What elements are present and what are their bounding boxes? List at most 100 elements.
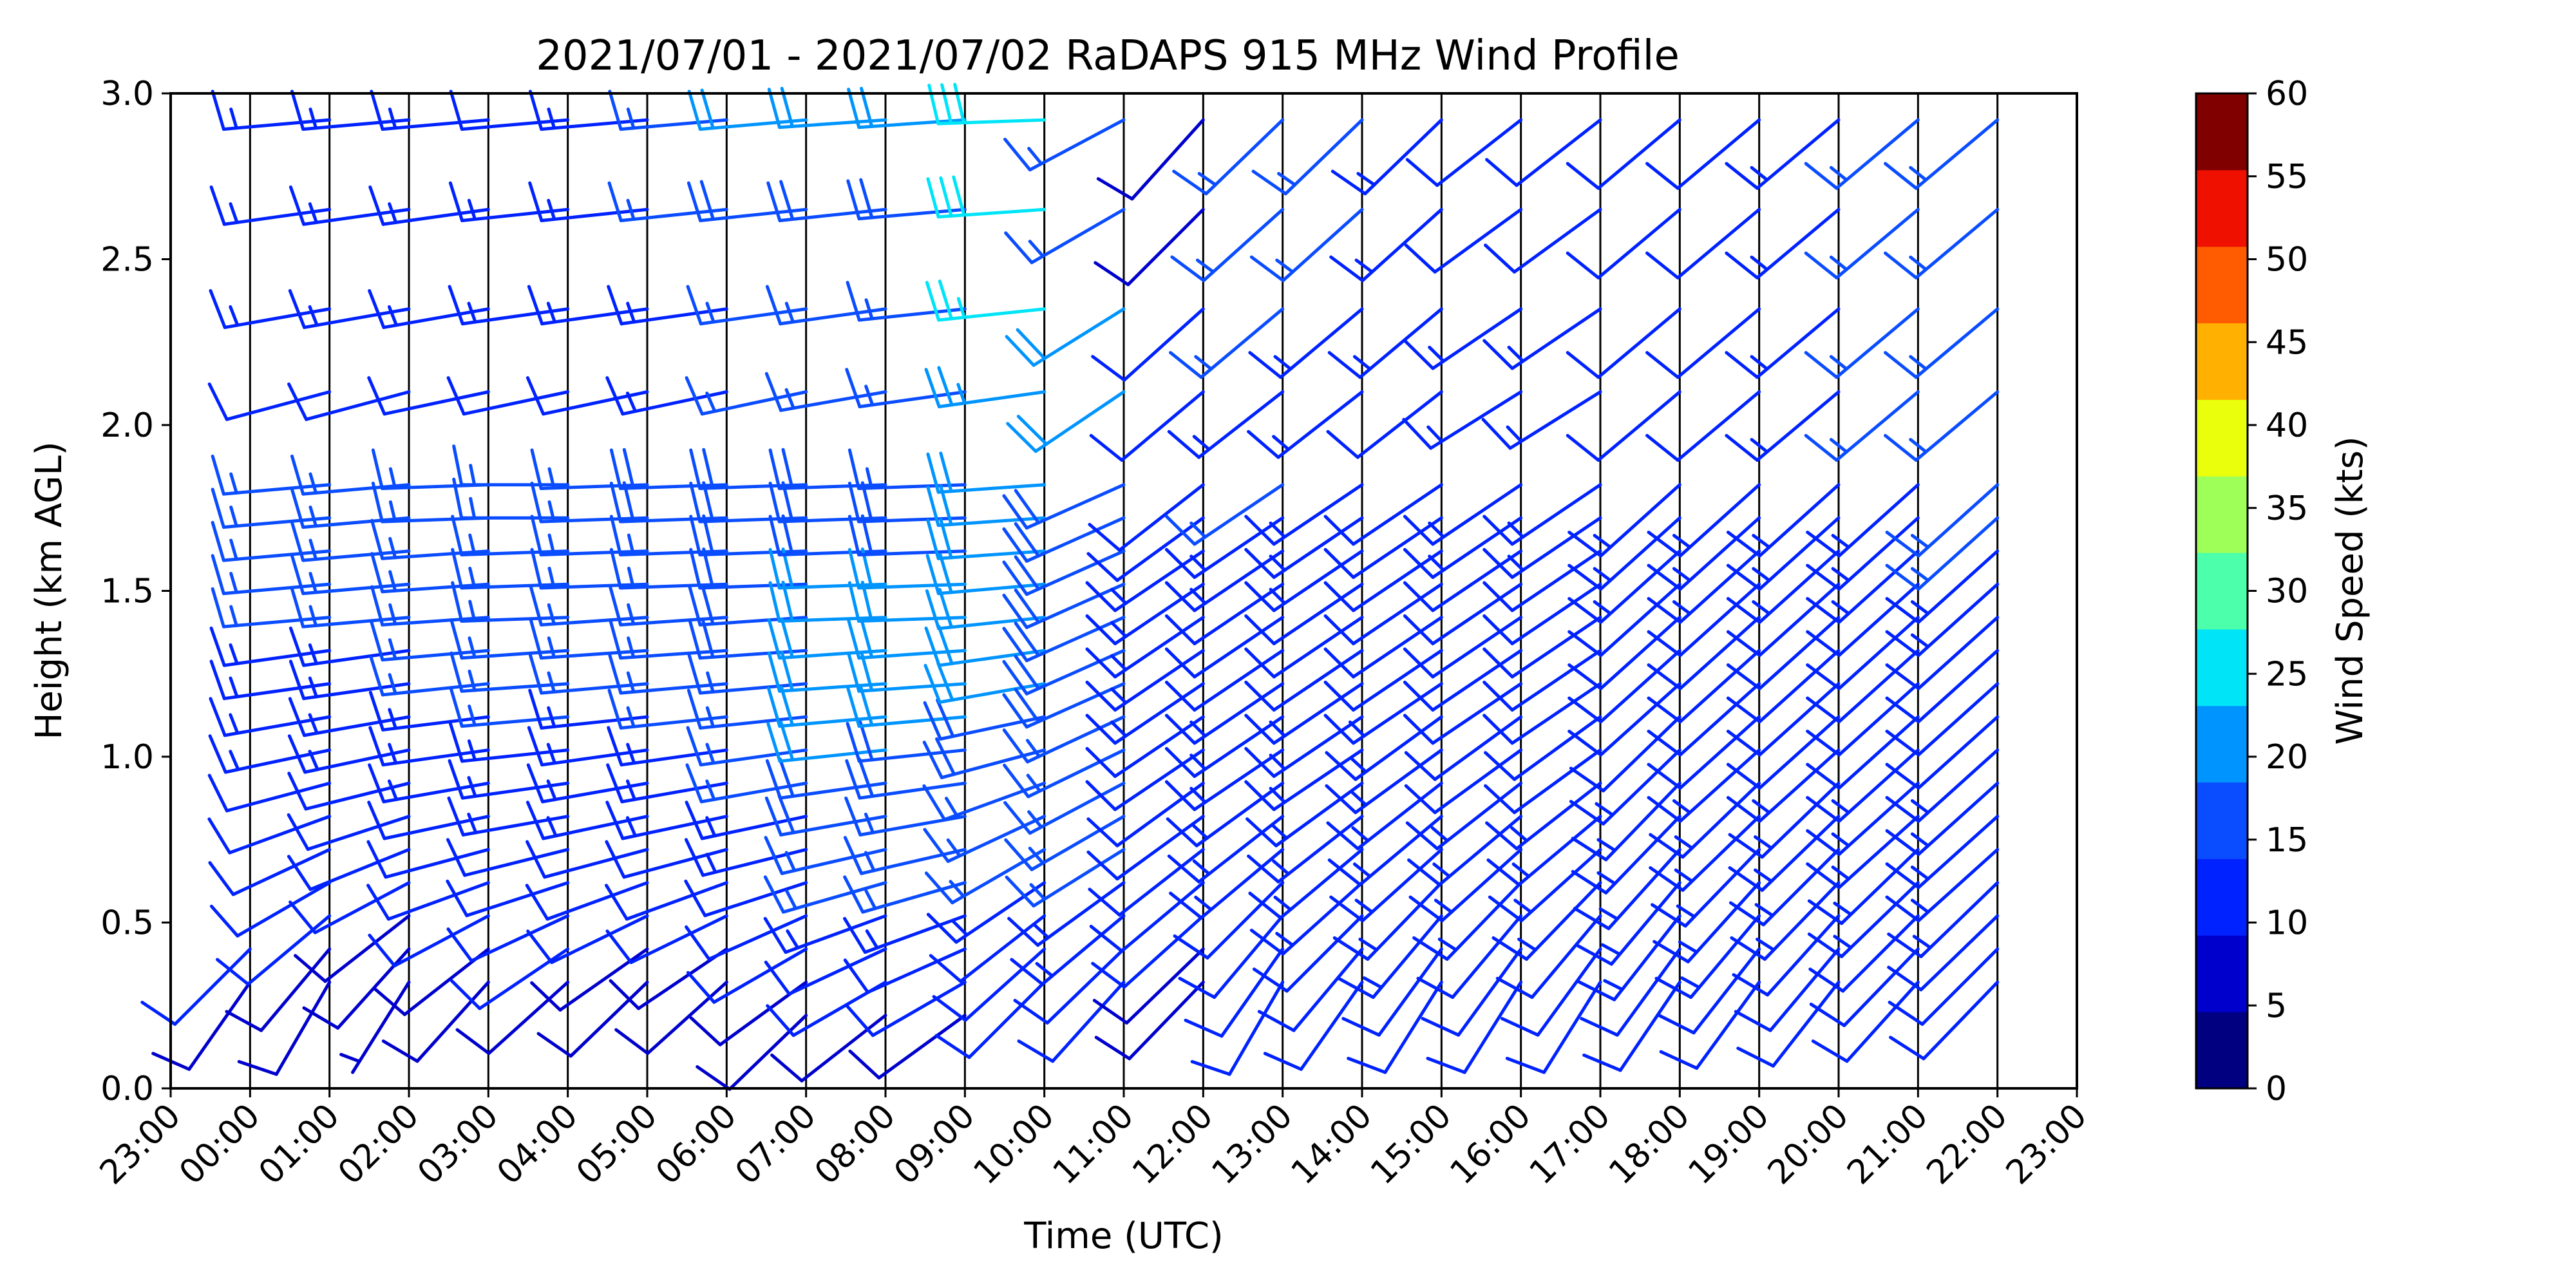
wind-barb-feather xyxy=(211,488,225,529)
wind-barb-shaft xyxy=(936,483,1046,494)
wind-barb xyxy=(763,914,887,954)
colorbar-band xyxy=(2196,246,2248,324)
wind-barb-shaft xyxy=(1602,715,1681,793)
wind-barb-half-feather xyxy=(1674,868,1694,883)
wind-barb-shaft xyxy=(540,682,649,695)
wind-barb-feather xyxy=(860,86,874,128)
wind-barb-feather xyxy=(1245,817,1278,848)
wind-barb xyxy=(370,585,490,627)
wind-barb-feather xyxy=(1728,901,1765,927)
wind-barb-half-feather xyxy=(1026,773,1042,793)
wind-barb xyxy=(1647,483,1761,558)
wind-barb-shaft xyxy=(1352,616,1443,679)
wind-barb-shaft xyxy=(351,980,411,1074)
wind-barb-feather xyxy=(289,185,306,226)
wind-barb-half-feather xyxy=(1110,687,1128,705)
wind-barb-feather xyxy=(1169,891,1203,920)
wind-barb-feather xyxy=(1807,932,1844,958)
wind-barb-feather xyxy=(1884,351,1918,379)
wind-barb-shaft xyxy=(937,649,1046,667)
wind-barb xyxy=(1426,980,1523,1074)
wind-barb-shaft xyxy=(1199,848,1285,920)
wind-barb-shaft xyxy=(1356,390,1443,459)
wind-barb xyxy=(1884,390,2000,462)
wind-barb-half-feather xyxy=(1910,865,1930,881)
wind-barb-shaft xyxy=(1051,980,1126,1063)
wind-barb-shaft xyxy=(173,947,252,1026)
wind-barb-shaft xyxy=(618,582,728,590)
wind-barb-shaft xyxy=(1835,118,1920,190)
wind-barb-half-feather xyxy=(388,202,398,224)
wind-barb xyxy=(1730,881,1841,961)
wind-barb-shaft xyxy=(1025,715,1126,764)
wind-barb xyxy=(1647,649,1761,724)
wind-barb xyxy=(1884,207,2000,279)
wind-barb xyxy=(1728,848,1841,927)
wind-barb xyxy=(448,722,570,763)
wind-barb xyxy=(339,980,411,1074)
colorbar-label: Wind Speed (kts) xyxy=(2329,436,2371,744)
wind-barb xyxy=(844,796,967,837)
wind-barb xyxy=(1170,207,1285,283)
wind-barb xyxy=(614,980,728,1056)
wind-barb-feather xyxy=(1806,862,1841,889)
wind-barb-shaft xyxy=(1602,748,1681,826)
wind-barb-feather xyxy=(207,817,232,855)
wind-barb-half-feather xyxy=(1909,438,1928,454)
wind-barb-shaft xyxy=(1195,781,1285,848)
wind-barb-shaft xyxy=(301,616,411,629)
wind-barb-shaft xyxy=(1757,483,1841,558)
wind-barb-shaft xyxy=(1197,390,1285,459)
colorbar-tick-label: 50 xyxy=(2266,241,2308,279)
wind-barb-shaft xyxy=(778,748,887,763)
wind-barb xyxy=(1734,947,1841,1032)
wind-barb xyxy=(1647,582,1761,658)
wind-barb-shaft xyxy=(1841,914,1920,993)
wind-barb-feather xyxy=(1326,430,1359,459)
wind-barb-shaft xyxy=(1678,649,1761,724)
wind-barb-feather xyxy=(1244,680,1276,712)
wind-barb xyxy=(1806,516,1920,591)
wind-barb xyxy=(767,86,887,129)
wind-barb-feather xyxy=(688,618,702,660)
wind-barb-feather xyxy=(1332,936,1370,961)
wind-barb-half-feather xyxy=(229,107,238,130)
wind-barb-shaft xyxy=(699,715,808,730)
wind-barb xyxy=(1726,483,1841,558)
wind-barb xyxy=(696,1014,808,1091)
wind-barb-feather xyxy=(1885,829,1920,857)
wind-barb xyxy=(530,481,649,524)
wind-barb xyxy=(446,914,570,963)
wind-barb-shaft xyxy=(1272,516,1364,579)
wind-barb-shaft xyxy=(301,118,411,131)
wind-barb-feather xyxy=(1329,255,1365,283)
wind-barb-feather xyxy=(1002,527,1028,563)
wind-barb-feather xyxy=(764,372,783,412)
wind-barb-feather xyxy=(1085,680,1117,712)
wind-barb-shaft xyxy=(460,549,570,556)
wind-barb xyxy=(208,848,332,896)
wind-barb xyxy=(1403,549,1523,612)
wind-barb-shaft xyxy=(1025,649,1126,696)
wind-barb-shaft xyxy=(1757,748,1841,823)
wind-barb-half-feather xyxy=(1025,739,1041,758)
wind-barb-half-feather xyxy=(956,383,967,405)
wind-barb-shaft xyxy=(1917,748,2000,823)
wind-barb xyxy=(1005,307,1126,367)
wind-barb-half-feather xyxy=(1910,533,1930,549)
wind-barb-feather xyxy=(1884,433,1918,462)
wind-barb-feather xyxy=(1804,162,1839,190)
wind-barb-half-feather xyxy=(547,500,556,523)
wind-barb-half-feather xyxy=(627,636,636,659)
wind-barb xyxy=(924,625,1046,667)
wind-barb-feather xyxy=(237,1059,278,1076)
wind-barb-shaft xyxy=(1113,682,1205,745)
wind-barb-shaft xyxy=(231,848,332,896)
wind-barb-feather xyxy=(1331,169,1367,196)
wind-barb xyxy=(1482,483,1602,546)
wind-barb-shaft xyxy=(1272,682,1364,745)
wind-barb-feather xyxy=(209,659,226,701)
wind-barb xyxy=(207,815,332,855)
wind-barb-shaft xyxy=(460,582,570,590)
wind-barb-shaft xyxy=(260,947,332,1032)
